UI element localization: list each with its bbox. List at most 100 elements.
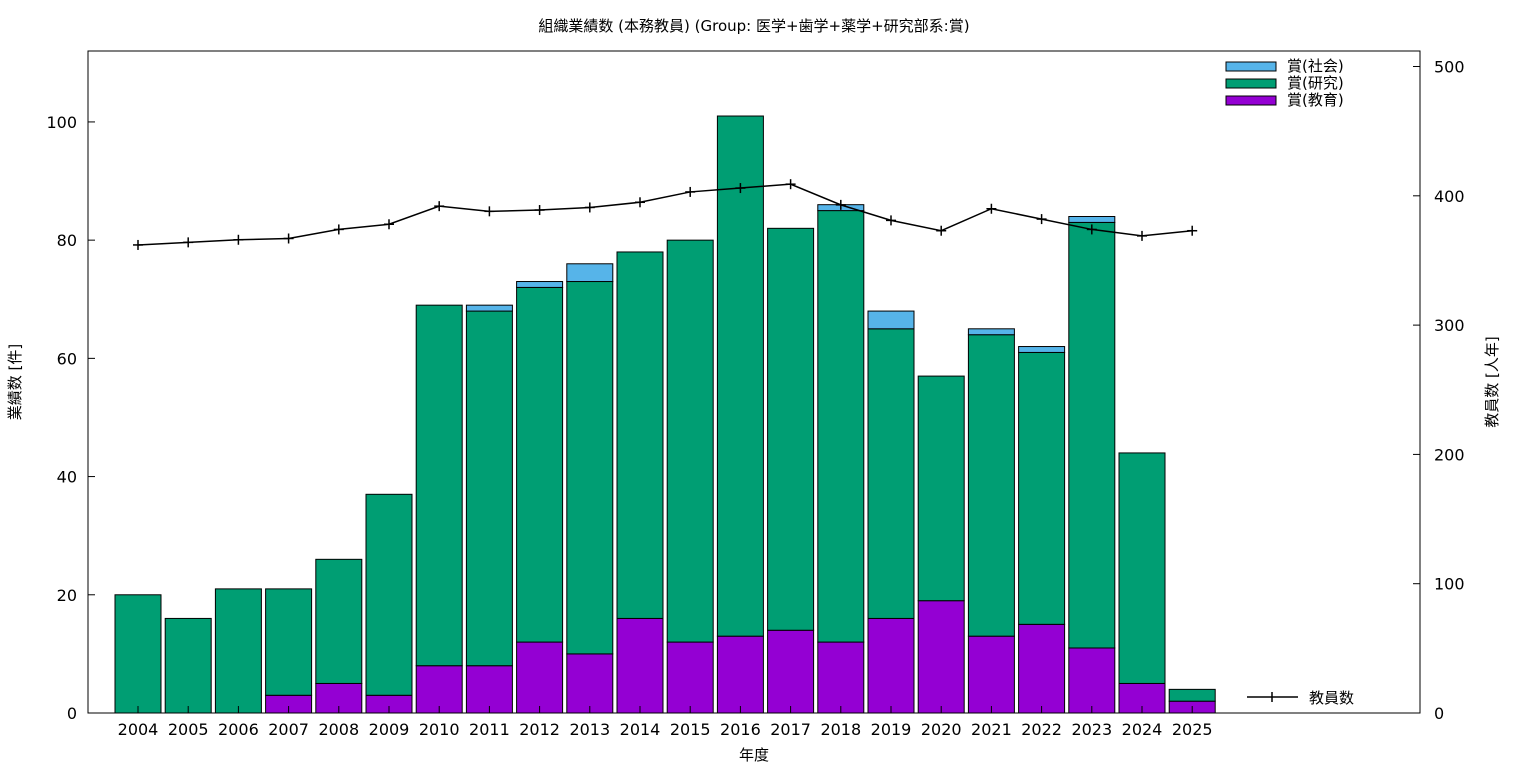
bar-2017-series-1 (767, 227, 815, 631)
bar-2021-series-2 (967, 328, 1015, 336)
faculty-point-2014 (635, 197, 645, 208)
bar-2023-series-1 (1068, 221, 1116, 649)
bar-2012-series-2 (516, 281, 564, 288)
bar-2012-series-1 (516, 286, 564, 643)
bar-2004-series-1 (114, 594, 162, 714)
y-tick-label-right: 200 (1434, 445, 1465, 464)
x-tick-label: 2005 (168, 720, 209, 739)
bar-2006-series-1 (214, 588, 262, 714)
x-tick-label: 2019 (871, 720, 912, 739)
x-tick-label: 2024 (1122, 720, 1163, 739)
bar-2019-series-1 (867, 328, 915, 619)
faculty-point-2006 (233, 234, 244, 245)
faculty-point-2020 (936, 225, 947, 236)
bar-2015-series-0 (666, 641, 714, 714)
bar-2013-series-1 (566, 281, 614, 655)
x-tick-label: 2007 (268, 720, 309, 739)
legend-label-faculty: 教員数 (1309, 689, 1354, 707)
x-tick-label: 2017 (770, 720, 811, 739)
bar-2023-series-0 (1068, 647, 1116, 714)
y-tick-label-left: 100 (46, 113, 77, 132)
faculty-point-2009 (384, 219, 394, 230)
faculty-point-2018 (835, 199, 846, 210)
faculty-point-2019 (886, 215, 896, 226)
legend-label-social: 賞(社会) (1287, 57, 1344, 75)
bars-layer (114, 115, 1216, 714)
y-tick-label-left: 80 (57, 231, 77, 250)
bar-2017-series-0 (767, 629, 815, 714)
y-tick-label-right: 400 (1434, 187, 1465, 206)
x-tick-label: 2023 (1071, 720, 1112, 739)
bar-2020-series-1 (917, 375, 965, 602)
line-layer (133, 179, 1198, 250)
bar-2020-series-0 (917, 600, 965, 714)
bar-2014-series-1 (616, 251, 664, 619)
x-tick-label: 2011 (469, 720, 510, 739)
bar-2021-series-1 (967, 334, 1015, 637)
y-axis-left: 0 20 40 60 80 100 (46, 113, 95, 723)
bar-2012-series-0 (516, 641, 564, 714)
faculty-point-2004 (133, 239, 143, 250)
faculty-point-2013 (584, 202, 595, 213)
bar-2019-series-0 (867, 617, 915, 714)
faculty-point-2010 (434, 201, 445, 212)
bar-2024-series-1 (1118, 452, 1166, 684)
y-tick-label-right: 500 (1434, 58, 1465, 77)
bar-2011-series-2 (465, 304, 513, 312)
bar-2021-series-0 (967, 635, 1015, 714)
legend: 賞(社会) 賞(研究) 賞(教育) 教員数 (1225, 57, 1354, 707)
faculty-point-2012 (534, 205, 545, 216)
faculty-point-2016 (735, 183, 746, 194)
plot-frame (87, 50, 1421, 714)
faculty-point-2011 (484, 206, 495, 217)
bar-2011-series-1 (465, 310, 513, 667)
x-tick-label: 2022 (1021, 720, 1062, 739)
y-tick-label-right: 100 (1434, 575, 1465, 594)
bar-2022-series-0 (1018, 623, 1066, 714)
x-tick-label: 2016 (720, 720, 761, 739)
bar-2023-series-2 (1068, 216, 1116, 223)
x-tick-label: 2010 (419, 720, 460, 739)
y-axis-label-left: 業績数 [件] (6, 344, 24, 420)
bar-2016-series-1 (716, 115, 764, 637)
y-tick-label-left: 40 (57, 468, 77, 487)
x-tick-label: 2021 (971, 720, 1012, 739)
bar-2011-series-0 (465, 665, 513, 714)
faculty-point-2022 (1036, 214, 1047, 225)
faculty-line (137, 183, 1193, 246)
bar-2018-series-0 (817, 641, 865, 714)
legend-label-research: 賞(研究) (1287, 74, 1344, 92)
bar-2016-series-0 (716, 635, 764, 714)
bar-2013-series-2 (566, 263, 614, 283)
faculty-point-2025 (1187, 225, 1198, 236)
y-tick-label-left: 60 (57, 349, 77, 368)
bar-2008-series-1 (315, 558, 363, 684)
bar-2022-series-1 (1018, 351, 1066, 625)
y-tick-label-left: 20 (57, 586, 77, 605)
faculty-point-2005 (183, 237, 194, 248)
faculty-point-2017 (785, 179, 796, 190)
x-tick-label: 2004 (118, 720, 159, 739)
legend-swatch-education (1225, 95, 1277, 106)
bar-2010-series-0 (415, 665, 463, 714)
legend-label-education: 賞(教育) (1287, 91, 1344, 109)
x-tick-label: 2014 (620, 720, 661, 739)
x-tick-label: 2009 (369, 720, 410, 739)
x-axis: 2004 2005 2006 2007 2008 2009 2010 2011 2012 2013… (118, 706, 1213, 739)
bar-2010-series-1 (415, 304, 463, 667)
x-tick-label: 2015 (670, 720, 711, 739)
bar-2007-series-1 (265, 588, 313, 696)
faculty-point-2007 (283, 233, 294, 244)
x-tick-label: 2012 (519, 720, 560, 739)
bar-2005-series-1 (164, 617, 212, 714)
x-tick-label: 2018 (820, 720, 861, 739)
y-axis-right: 0 100 200 300 400 500 (1413, 58, 1465, 723)
faculty-point-2008 (333, 224, 344, 235)
bar-2022-series-2 (1018, 346, 1066, 353)
x-axis-label: 年度 (739, 746, 769, 764)
faculty-point-2015 (685, 186, 696, 197)
faculty-point-2021 (986, 203, 997, 214)
x-tick-label: 2025 (1172, 720, 1213, 739)
y-tick-label-left: 0 (67, 704, 77, 723)
